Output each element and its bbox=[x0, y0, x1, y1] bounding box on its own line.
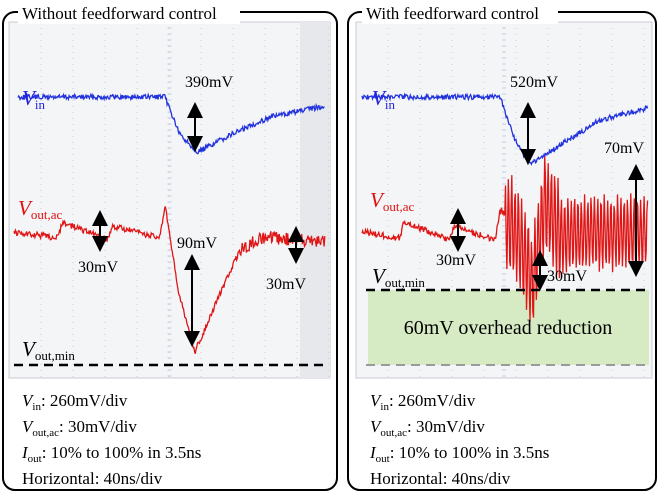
highlight-label: 60mV overhead reduction bbox=[404, 317, 612, 339]
annotation: 90mV bbox=[177, 235, 217, 252]
note-text: : 30mV/div bbox=[407, 417, 485, 436]
note: Horizontal: 40ns/div bbox=[22, 469, 163, 488]
annotation: 30mV bbox=[266, 276, 306, 293]
annotation: 390mV bbox=[185, 74, 233, 91]
annotation: 30mV bbox=[547, 268, 587, 285]
note: Vin: 260mV/div bbox=[22, 391, 128, 413]
panel-title: With feedforward control bbox=[366, 4, 539, 23]
note: Iout: 10% to 100% in 3.5ns bbox=[369, 443, 549, 465]
note-text: : 260mV/div bbox=[41, 391, 128, 410]
note-text: : 10% to 100% in 3.5ns bbox=[42, 443, 202, 462]
note: Vout,ac: 30mV/div bbox=[22, 417, 137, 439]
note-text: : 10% to 100% in 3.5ns bbox=[390, 443, 550, 462]
panel: With feedforward control Vin Vout,ac Vou… bbox=[348, 2, 656, 490]
note-text: Horizontal: 40ns/div bbox=[22, 469, 163, 488]
note: Vin: 260mV/div bbox=[370, 391, 476, 413]
note-text: : 260mV/div bbox=[389, 391, 476, 410]
annotation: 30mV bbox=[436, 252, 476, 269]
note-subscript: out bbox=[28, 453, 42, 465]
panel: Without feedforward control Vin Vout,ac … bbox=[3, 2, 337, 490]
annotation: 70mV bbox=[604, 140, 644, 157]
note: Vout,ac: 30mV/div bbox=[370, 417, 485, 439]
note: Horizontal: 40ns/div bbox=[370, 469, 511, 488]
note-subscript: out bbox=[376, 453, 390, 465]
note-text: : 30mV/div bbox=[59, 417, 137, 436]
figure: Without feedforward control Vin Vout,ac … bbox=[0, 0, 659, 494]
note-subscript: out,ac bbox=[32, 427, 59, 439]
note-subscript: out,ac bbox=[380, 427, 407, 439]
note-text: Horizontal: 40ns/div bbox=[370, 469, 511, 488]
annotation: 30mV bbox=[78, 259, 118, 276]
note: Iout: 10% to 100% in 3.5ns bbox=[21, 443, 201, 465]
annotation: 520mV bbox=[510, 74, 558, 91]
panel-title: Without feedforward control bbox=[22, 4, 217, 23]
